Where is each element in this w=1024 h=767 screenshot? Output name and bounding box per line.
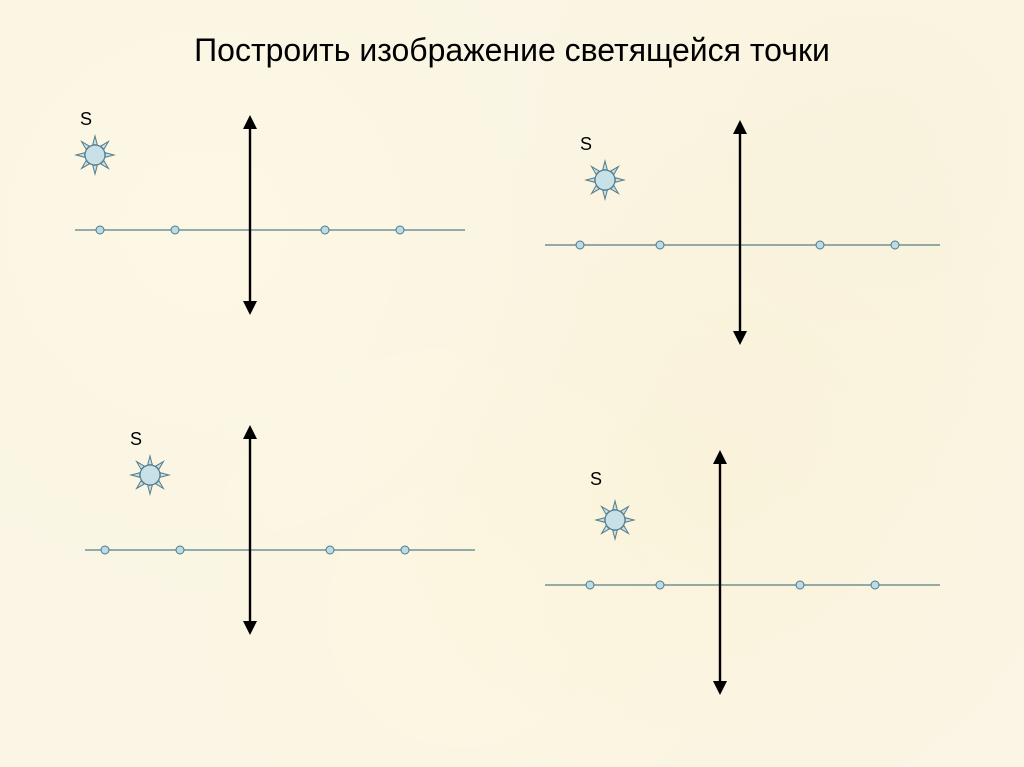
lens-arrow-down: [243, 621, 257, 635]
lens-arrow-up: [243, 425, 257, 439]
lens-arrow-down: [243, 301, 257, 315]
source-label: S: [80, 109, 92, 129]
focal-marker: [796, 581, 804, 589]
diagram-panel-3: S: [85, 420, 505, 660]
lens-arrow-up: [243, 115, 257, 129]
focal-marker: [396, 226, 404, 234]
diagram-panel-1: S: [75, 110, 495, 340]
focal-marker: [586, 581, 594, 589]
lens-arrow-down: [713, 681, 727, 695]
lens-arrow-down: [733, 331, 747, 345]
light-source-icon: [586, 161, 624, 199]
focal-marker: [171, 226, 179, 234]
focal-marker: [326, 546, 334, 554]
source-label: S: [580, 134, 592, 154]
focal-marker: [871, 581, 879, 589]
focal-marker: [96, 226, 104, 234]
focal-marker: [576, 241, 584, 249]
source-label: S: [130, 429, 142, 449]
focal-marker: [656, 581, 664, 589]
page-title: Построить изображение светящейся точки: [0, 0, 1024, 69]
lens-arrow-up: [713, 450, 727, 464]
light-source-icon: [76, 136, 114, 174]
diagram-panel-2: S: [545, 120, 975, 370]
light-source-icon: [596, 501, 634, 539]
focal-marker: [891, 241, 899, 249]
focal-marker: [101, 546, 109, 554]
focal-marker: [816, 241, 824, 249]
diagram-panel-4: S: [545, 445, 975, 705]
focal-marker: [656, 241, 664, 249]
focal-marker: [401, 546, 409, 554]
lens-arrow-up: [733, 120, 747, 134]
focal-marker: [176, 546, 184, 554]
source-label: S: [590, 469, 602, 489]
light-source-icon: [131, 456, 169, 494]
focal-marker: [321, 226, 329, 234]
